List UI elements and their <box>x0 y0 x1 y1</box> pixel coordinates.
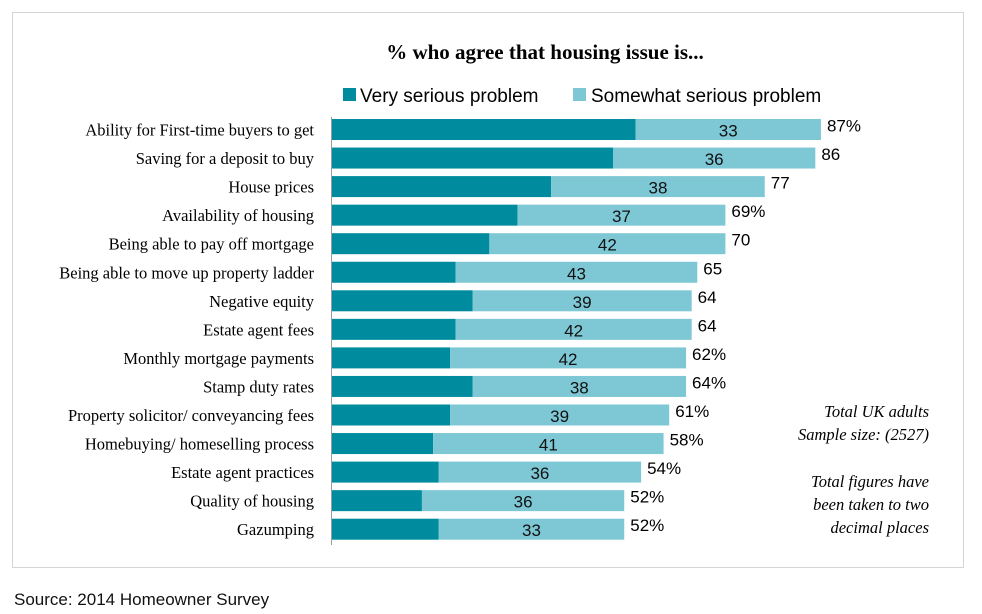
total-value-label: 52% <box>630 488 664 507</box>
category-label: Availability of housing <box>162 206 314 225</box>
legend-label-very-serious: Very serious problem <box>360 86 538 107</box>
total-value-label: 58% <box>670 431 704 450</box>
category-label: Monthly mortgage payments <box>123 349 314 368</box>
total-value-label: 69% <box>731 202 765 221</box>
category-label: Gazumping <box>237 520 314 539</box>
bar-very-serious <box>332 347 451 369</box>
total-value-label: 86 <box>821 145 840 164</box>
bar-somewhat-serious <box>635 119 821 140</box>
bar-value-label: 42 <box>598 236 617 255</box>
bar-value-label: 39 <box>573 293 592 312</box>
bars-group: Ability for First-time buyers to get 33 87… <box>59 117 861 541</box>
bar-very-serious <box>332 461 439 483</box>
note-rounding-line-3: decimal places <box>830 518 929 537</box>
bar-value-label: 33 <box>522 521 541 540</box>
bar-very-serious <box>332 233 490 255</box>
legend-label-somewhat-serious: Somewhat serious problem <box>591 86 821 107</box>
category-label: Being able to move up property ladder <box>59 263 314 282</box>
chart-frame: % who agree that housing issue is... Ver… <box>12 12 964 568</box>
total-value-label: 87% <box>827 117 861 136</box>
bar-somewhat-serious <box>517 204 726 226</box>
bar-value-label: 33 <box>719 122 738 141</box>
total-value-label: 61% <box>675 402 709 421</box>
bar-very-serious <box>332 204 518 226</box>
note-sample-line-1: Total UK adults <box>824 402 929 421</box>
bar-somewhat-serious <box>455 318 692 340</box>
bar-very-serious <box>332 404 451 426</box>
total-value-label: 65 <box>703 259 722 278</box>
total-value-label: 64% <box>692 373 726 392</box>
bar-very-serious <box>332 290 473 312</box>
bar-very-serious <box>332 490 422 512</box>
bar-somewhat-serious <box>421 490 625 512</box>
bar-value-label: 36 <box>514 493 533 512</box>
bar-somewhat-serious <box>450 347 687 369</box>
legend-swatch-very-serious <box>343 88 356 101</box>
legend-swatch-somewhat-serious <box>573 88 586 101</box>
chart-title: % who agree that housing issue is... <box>386 40 704 64</box>
bar-somewhat-serious <box>472 290 692 312</box>
category-label: Homebuying/ homeselling process <box>85 435 314 454</box>
total-value-label: 64 <box>698 288 717 307</box>
bar-somewhat-serious <box>551 176 765 198</box>
total-value-label: 54% <box>647 459 681 478</box>
bar-somewhat-serious <box>489 233 726 255</box>
source-caption: Source: 2014 Homeowner Survey <box>14 590 270 609</box>
bar-very-serious <box>332 119 636 140</box>
bar-somewhat-serious <box>433 433 664 455</box>
category-label: Property solicitor/ conveyancing fees <box>68 406 314 425</box>
note-sample-line-2: Sample size: (2527) <box>798 425 929 444</box>
note-rounding-line-1: Total figures have <box>811 472 929 491</box>
category-label: Quality of housing <box>190 492 314 511</box>
bar-very-serious <box>332 318 456 340</box>
category-label: Ability for First-time buyers to get <box>85 121 314 140</box>
category-label: Estate agent practices <box>171 463 314 482</box>
total-value-label: 62% <box>692 345 726 364</box>
category-label: House prices <box>228 178 314 197</box>
category-label: Negative equity <box>209 292 315 311</box>
bar-somewhat-serious <box>438 461 642 483</box>
bar-somewhat-serious <box>472 375 687 397</box>
bar-value-label: 39 <box>550 407 569 426</box>
total-value-label: 77 <box>771 174 790 193</box>
bar-somewhat-serious <box>450 404 670 426</box>
total-value-label: 64 <box>698 316 717 335</box>
category-label: Stamp duty rates <box>203 377 314 396</box>
bar-very-serious <box>332 518 439 540</box>
category-label: Estate agent fees <box>203 320 314 339</box>
bar-very-serious <box>332 261 456 283</box>
category-label: Being able to pay off mortgage <box>109 235 314 254</box>
bar-very-serious <box>332 176 552 198</box>
chart: % who agree that housing issue is... Ver… <box>59 40 929 545</box>
bar-value-label: 36 <box>705 150 724 169</box>
bar-somewhat-serious <box>455 261 698 283</box>
note-rounding-line-2: been taken to two <box>813 495 929 514</box>
bar-very-serious <box>332 375 473 397</box>
bar-somewhat-serious <box>438 518 625 540</box>
bar-value-label: 41 <box>539 436 558 455</box>
category-label: Saving for a deposit to buy <box>136 149 315 168</box>
bar-value-label: 42 <box>559 350 578 369</box>
bar-value-label: 43 <box>567 264 586 283</box>
bar-value-label: 36 <box>530 464 549 483</box>
total-value-label: 70 <box>731 231 750 250</box>
bar-value-label: 37 <box>612 207 631 226</box>
bar-very-serious <box>332 433 434 455</box>
bar-value-label: 38 <box>570 378 589 397</box>
bar-value-label: 42 <box>564 321 583 340</box>
bar-very-serious <box>332 147 613 169</box>
total-value-label: 52% <box>630 516 664 535</box>
bar-somewhat-serious <box>613 147 816 169</box>
bar-value-label: 38 <box>648 179 667 198</box>
